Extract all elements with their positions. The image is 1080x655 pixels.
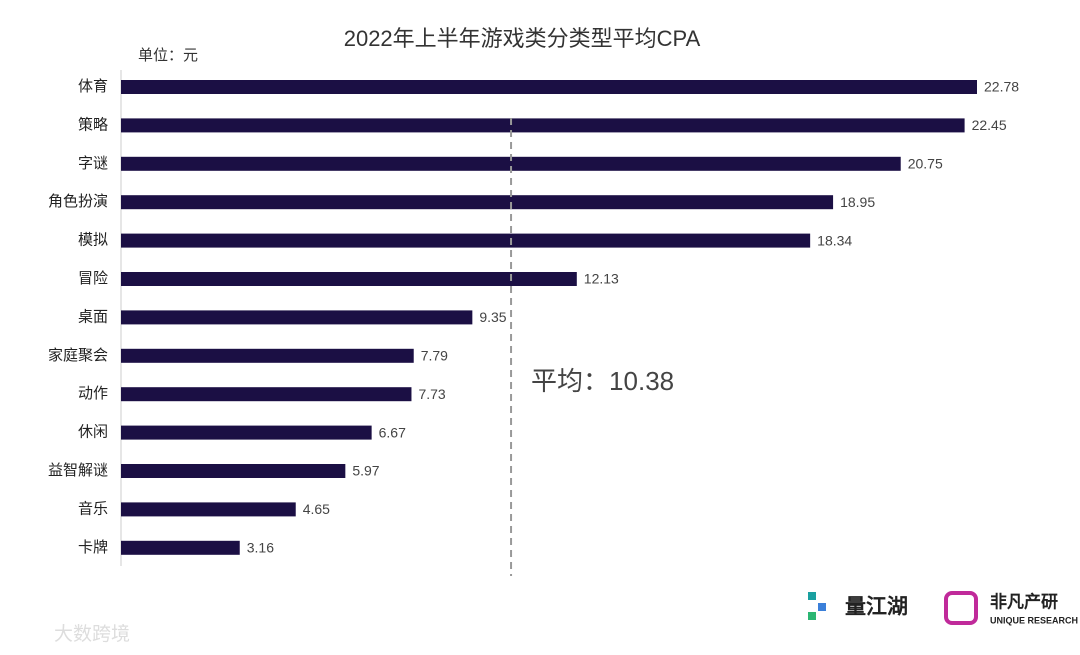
category-label: 桌面 bbox=[78, 308, 108, 325]
value-label: 7.73 bbox=[418, 386, 445, 402]
bar bbox=[121, 272, 577, 286]
bar bbox=[121, 540, 240, 555]
value-label: 20.75 bbox=[908, 156, 943, 172]
chart-title: 2022年上半年游戏类分类型平均CPA bbox=[344, 26, 701, 51]
bar bbox=[121, 387, 412, 402]
category-label: 角色扮演 bbox=[48, 193, 108, 210]
category-label: 字谜 bbox=[78, 155, 108, 172]
reference-label: 平均：10.38 bbox=[531, 366, 674, 396]
logo-text: 非凡产研 bbox=[990, 591, 1058, 611]
value-label: 12.13 bbox=[584, 271, 619, 287]
category-label: 冒险 bbox=[78, 270, 108, 287]
bar bbox=[121, 310, 473, 325]
bar bbox=[121, 80, 977, 94]
logo-subtext: UNIQUE RESEARCH bbox=[990, 615, 1078, 625]
logo-icon bbox=[818, 603, 826, 611]
category-label: 家庭聚会 bbox=[48, 347, 108, 364]
bar bbox=[121, 425, 372, 440]
logo-icon bbox=[944, 591, 978, 625]
logo-icon bbox=[808, 592, 816, 600]
bar bbox=[121, 118, 965, 133]
value-label: 7.79 bbox=[421, 348, 448, 364]
logo-icon bbox=[808, 612, 816, 620]
value-label: 18.34 bbox=[817, 232, 852, 248]
value-label: 22.78 bbox=[984, 79, 1019, 95]
watermark: 大数跨境 bbox=[54, 623, 130, 645]
value-label: 22.45 bbox=[972, 117, 1007, 133]
category-label: 策略 bbox=[78, 116, 108, 133]
unit-label: 单位：元 bbox=[138, 47, 198, 64]
value-label: 6.67 bbox=[379, 424, 406, 440]
category-label: 休闲 bbox=[78, 424, 108, 441]
category-label: 体育 bbox=[78, 78, 108, 95]
value-label: 3.16 bbox=[247, 540, 274, 556]
category-label: 动作 bbox=[78, 385, 108, 402]
value-label: 18.95 bbox=[840, 194, 875, 210]
bar bbox=[121, 502, 296, 517]
category-label: 卡牌 bbox=[78, 539, 108, 556]
category-label: 音乐 bbox=[78, 500, 108, 517]
bar bbox=[121, 195, 834, 210]
value-label: 5.97 bbox=[352, 463, 379, 479]
category-label: 益智解谜 bbox=[48, 461, 108, 479]
category-label: 模拟 bbox=[78, 232, 108, 249]
logo-text: 量江湖 bbox=[845, 596, 908, 619]
bar bbox=[121, 348, 414, 363]
value-label: 4.65 bbox=[303, 501, 330, 517]
bar bbox=[121, 156, 901, 171]
bar bbox=[121, 464, 346, 478]
bar bbox=[121, 233, 811, 248]
value-label: 9.35 bbox=[479, 309, 506, 325]
